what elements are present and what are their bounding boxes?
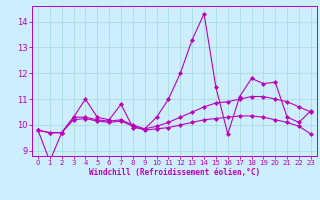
X-axis label: Windchill (Refroidissement éolien,°C): Windchill (Refroidissement éolien,°C) xyxy=(89,168,260,177)
